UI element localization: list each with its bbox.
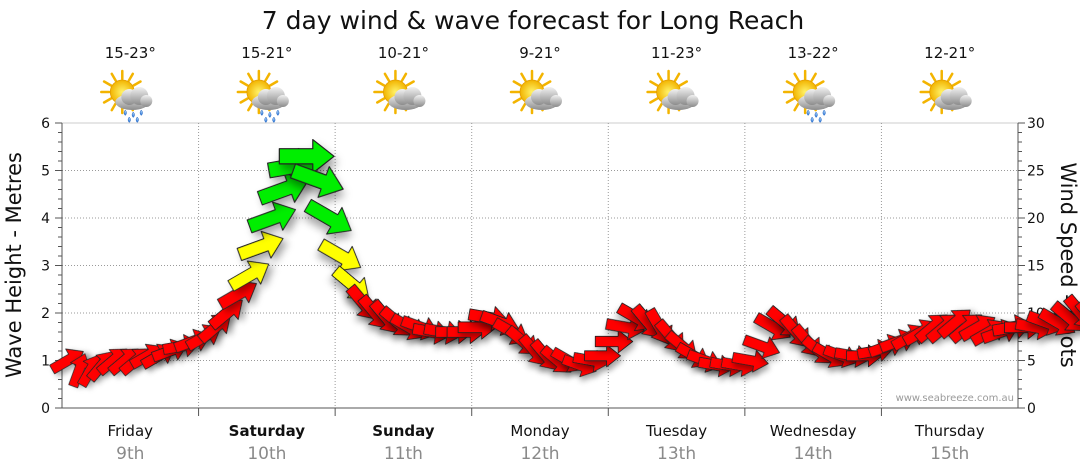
- right-tick-label: 5: [1027, 354, 1036, 370]
- wind-arrow: [256, 172, 309, 206]
- wind-arrow: [594, 329, 634, 354]
- temp-range: 13-22°: [788, 44, 839, 62]
- temp-range: 15-23°: [105, 44, 156, 62]
- left-tick-label: 1: [41, 354, 50, 370]
- day-name: Monday: [510, 422, 569, 440]
- temp-range: 12-21°: [924, 44, 975, 62]
- day-name: Sunday: [372, 422, 435, 440]
- chart-title: 7 day wind & wave forecast for Long Reac…: [262, 6, 805, 35]
- wind-arrow: [317, 238, 362, 272]
- day-name: Friday: [108, 422, 154, 440]
- temp-range: 9-21°: [519, 44, 561, 62]
- wind-arrow: [227, 260, 270, 292]
- right-tick-label: 15: [1027, 259, 1045, 275]
- left-tick-label: 4: [41, 211, 50, 227]
- temp-range: 11-23°: [651, 44, 702, 62]
- left-axis-label: Wave Height - Metres: [2, 152, 26, 378]
- right-axis-ticks: 051015202530: [1018, 116, 1045, 417]
- left-tick-label: 6: [41, 116, 50, 132]
- right-tick-label: 20: [1027, 211, 1045, 227]
- sun-cloud-icon: [919, 69, 972, 115]
- right-axis-label: Wind Speed - Knots: [1056, 162, 1080, 367]
- wind-arrow: [303, 198, 352, 235]
- day-date: 11th: [384, 444, 423, 464]
- sun-cloud-icon: [646, 69, 699, 115]
- day-name: Wednesday: [770, 422, 857, 440]
- day-headers: 15-23° 15-21° 10-21° 9-21° 11-23° 13-22° 12-21…: [100, 44, 975, 123]
- left-tick-label: 5: [41, 164, 50, 180]
- wind-arrow: [731, 349, 769, 373]
- wind-arrow: [236, 230, 284, 262]
- day-date: 12th: [520, 444, 559, 464]
- day-labels: Friday 9th Saturday 10th Sunday 11th Monday 12t…: [108, 422, 985, 464]
- right-tick-label: 25: [1027, 164, 1045, 180]
- sun-cloud-rain-icon: [782, 69, 836, 123]
- day-date: 9th: [116, 444, 144, 464]
- wind-arrow: [742, 334, 780, 359]
- temp-range: 10-21°: [378, 44, 429, 62]
- sun-cloud-icon: [373, 69, 426, 115]
- wind-arrow: [1063, 293, 1080, 329]
- wind-arrow: [1074, 298, 1080, 334]
- sun-cloud-rain-icon: [236, 69, 289, 123]
- day-date: 15th: [930, 444, 969, 464]
- right-tick-label: 30: [1027, 116, 1045, 132]
- left-tick-label: 2: [41, 306, 50, 322]
- day-name: Saturday: [229, 422, 306, 440]
- wind-wave-arrows: [49, 138, 1080, 389]
- left-axis-ticks: 0 1 2 3 4 5 6: [41, 116, 62, 417]
- sun-cloud-icon: [509, 69, 562, 115]
- credit-text: www.seabreeze.com.au: [896, 393, 1014, 404]
- wind-arrow: [584, 344, 621, 368]
- day-date: 13th: [657, 444, 696, 464]
- left-tick-label: 0: [41, 401, 50, 417]
- wind-arrow: [289, 163, 344, 198]
- day-date: 14th: [794, 444, 833, 464]
- day-date: 10th: [247, 444, 286, 464]
- wind-arrow: [246, 201, 297, 234]
- wind-arrow: [278, 138, 335, 174]
- left-tick-label: 3: [41, 259, 50, 275]
- temp-range: 15-21°: [241, 44, 292, 62]
- right-tick-label: 0: [1027, 401, 1036, 417]
- day-name: Tuesday: [645, 422, 707, 440]
- sun-cloud-rain-icon: [100, 69, 153, 123]
- day-name: Thursday: [914, 422, 985, 440]
